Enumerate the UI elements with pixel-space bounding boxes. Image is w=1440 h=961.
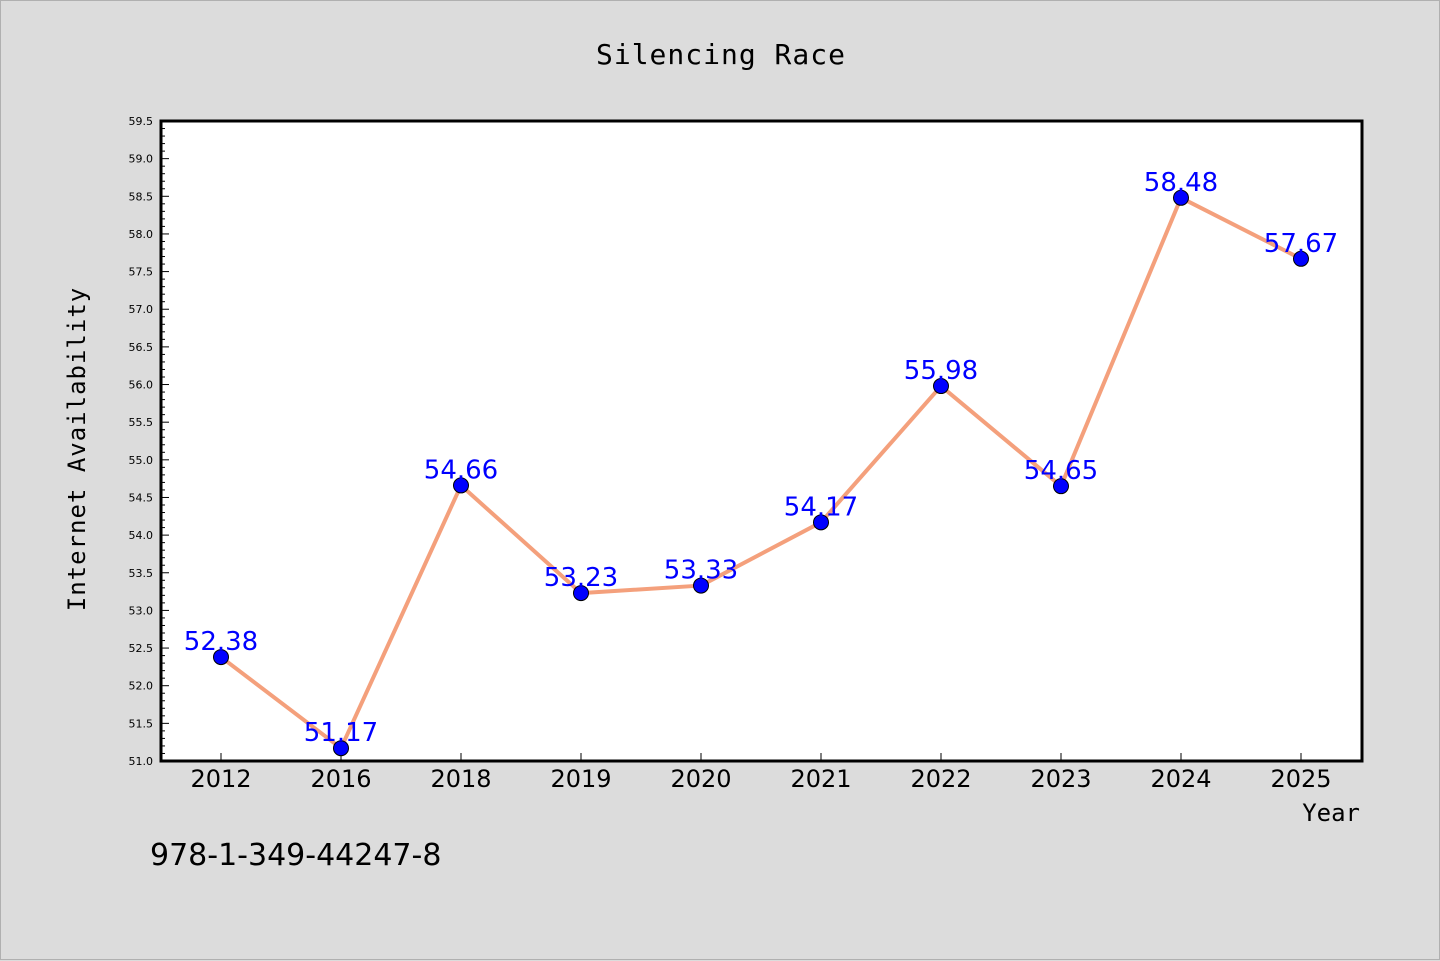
data-label: 54.65	[1024, 456, 1098, 486]
data-point	[333, 740, 349, 757]
data-labels: 52.38 51.17 54.66 53.23 53.33 54.17 55.98 54.65…	[184, 168, 1338, 748]
x-tick-label: 2019	[550, 765, 611, 793]
y-tick-label: 54.5	[129, 491, 154, 504]
data-point	[1173, 189, 1189, 206]
x-tick-label: 2022	[910, 765, 971, 793]
x-tick-label: 2023	[1030, 765, 1091, 793]
y-tick-label: 56.5	[129, 341, 154, 354]
data-point	[693, 577, 709, 594]
y-tick-label: 57.5	[129, 266, 154, 279]
chart-title: Silencing Race	[596, 38, 846, 71]
y-tick-label: 54.0	[129, 529, 154, 542]
y-tick-label: 55.5	[129, 416, 154, 429]
y-tick-label: 59.5	[129, 115, 154, 128]
series-line	[219, 195, 1302, 751]
x-tick-label: 2018	[430, 765, 491, 793]
x-tick-label: 2025	[1270, 765, 1331, 793]
data-label: 53.23	[544, 563, 618, 593]
data-point	[573, 585, 589, 602]
data-point	[813, 514, 829, 531]
x-tick-label: 2021	[790, 765, 851, 793]
y-tick-label: 53.0	[129, 604, 154, 617]
y-tick-label: 58.0	[129, 228, 154, 241]
data-point	[1053, 478, 1069, 495]
x-tick-label: 2020	[670, 765, 731, 793]
data-label: 55.98	[904, 356, 978, 386]
y-tick-label: 57.0	[129, 303, 154, 316]
data-label: 54.17	[784, 492, 858, 522]
y-tick-label: 55.0	[129, 454, 154, 467]
data-label: 51.17	[304, 718, 378, 748]
y-tick-label: 53.5	[129, 567, 154, 580]
y-tick-label: 59.0	[129, 153, 154, 166]
data-point	[453, 477, 469, 494]
data-point	[933, 378, 949, 395]
y-tick-label: 52.0	[129, 680, 154, 693]
data-label: 57.67	[1264, 229, 1338, 259]
data-label: 58.48	[1144, 168, 1218, 198]
y-tick-label: 51.5	[129, 717, 154, 730]
data-label: 54.66	[424, 455, 498, 485]
y-axis-label: Internet Availability	[63, 287, 91, 611]
y-tick-label: 52.5	[129, 642, 154, 655]
data-label: 53.33	[664, 556, 738, 586]
y-axis: 51.0 51.5 52.0 52.5 53.0 53.5 54.0 54.5 55.0 55.5…	[129, 115, 169, 768]
y-tick-label: 51.0	[129, 755, 154, 768]
plot-area	[159, 119, 1364, 763]
x-axis-label: Year	[1302, 799, 1360, 827]
series-markers	[213, 189, 1309, 757]
data-label: 52.38	[184, 627, 258, 657]
x-axis: 2012 2016 2018 2019 2020 2021 2022 2023 2024 2025	[190, 753, 1332, 793]
y-tick-label: 58.5	[129, 190, 154, 203]
x-tick-label: 2024	[1150, 765, 1211, 793]
data-point	[1293, 250, 1309, 267]
y-tick-label: 56.0	[129, 379, 154, 392]
x-tick-label: 2012	[190, 765, 251, 793]
isbn-text: 978-1-349-44247-8	[150, 838, 441, 873]
x-tick-label: 2016	[310, 765, 371, 793]
data-point	[213, 649, 229, 666]
